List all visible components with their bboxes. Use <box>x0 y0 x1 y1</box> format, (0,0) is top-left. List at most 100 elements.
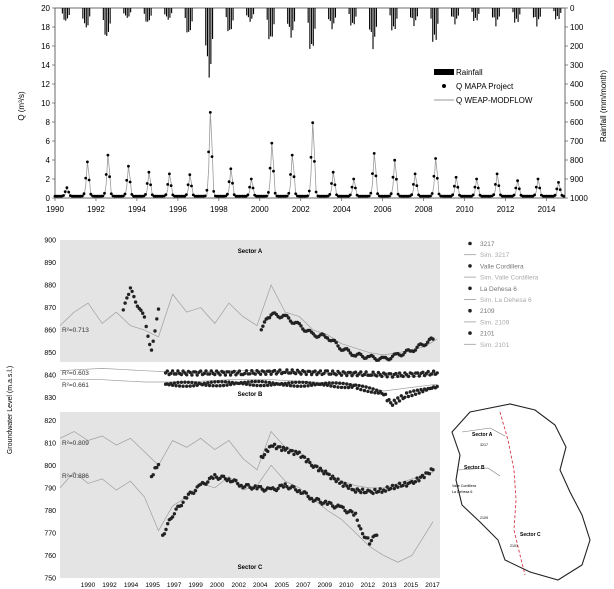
q-mapa-point <box>311 121 315 125</box>
obs-point <box>193 370 198 374</box>
q-mapa-point <box>270 141 274 145</box>
bottom-y-tick-label: 890 <box>44 260 56 267</box>
obs-point <box>322 371 326 376</box>
obs-point <box>287 381 291 385</box>
obs-point <box>431 468 435 472</box>
obs-point <box>185 373 189 377</box>
obs-point <box>281 445 286 450</box>
obs-point <box>375 374 379 378</box>
q-mapa-point <box>453 184 456 188</box>
obs-point <box>206 480 210 484</box>
rainfall-bar <box>148 8 150 21</box>
obs-point <box>211 476 215 480</box>
obs-point <box>383 372 388 376</box>
obs-point <box>176 380 180 385</box>
q-mapa-point <box>388 194 391 198</box>
bottom-x-tick-label: 1992 <box>102 582 117 589</box>
obs-point <box>195 373 199 377</box>
obs-point <box>371 370 375 374</box>
map-label-2109: 2109 <box>480 516 488 520</box>
q-mapa-point <box>292 175 296 179</box>
obs-point <box>146 334 150 338</box>
rainfall-bar <box>268 8 270 40</box>
obs-point <box>221 370 226 375</box>
obs-point <box>125 296 129 300</box>
sector-b-band <box>60 362 440 412</box>
obs-point <box>128 286 133 290</box>
q-mapa-point <box>208 111 212 114</box>
obs-point <box>396 396 400 400</box>
obs-point <box>350 373 354 378</box>
obs-point <box>259 328 263 332</box>
top-ylabel: Q (m³/s) <box>17 91 26 121</box>
obs-point <box>218 373 222 377</box>
obs-point <box>415 371 420 375</box>
obs-point <box>221 474 226 478</box>
q-mapa-point <box>313 160 316 163</box>
obs-point <box>318 466 323 470</box>
rainfall-bar <box>205 8 207 46</box>
q-mapa-point <box>558 188 562 192</box>
obs-point <box>267 380 272 385</box>
obs-point <box>278 445 282 449</box>
obs-point <box>174 384 178 388</box>
q-mapa-point <box>374 174 378 178</box>
obs-point <box>435 384 439 389</box>
sector-c-label: Sector C <box>238 565 263 571</box>
obs-point <box>316 497 321 501</box>
rainfall-bar <box>232 8 234 21</box>
rainfall-bar <box>457 8 459 16</box>
obs-point <box>181 384 185 388</box>
obs-point <box>174 372 178 376</box>
q-mapa-point <box>205 188 209 192</box>
obs-point <box>390 375 395 379</box>
obs-point <box>325 369 330 373</box>
obs-point <box>331 474 335 478</box>
obs-point <box>166 522 170 526</box>
obs-point <box>348 483 352 488</box>
obs-point <box>421 389 425 394</box>
obs-point <box>281 485 286 489</box>
sector-b-label: Sector B <box>238 392 263 398</box>
obs-point <box>304 380 308 385</box>
q-mapa-point <box>309 155 313 159</box>
rainfall-bar <box>107 8 110 32</box>
obs-point <box>302 455 307 459</box>
obs-point <box>169 371 173 376</box>
obs-point <box>412 389 416 393</box>
legend-entry: Valle Cordillera <box>480 263 524 270</box>
rainfall-bar <box>273 8 275 25</box>
rainfall-bar <box>171 8 173 14</box>
bottom-x-tick-label: 1994 <box>124 582 139 589</box>
bottom-y-tick-label: 900 <box>44 238 56 245</box>
obs-point <box>244 369 249 373</box>
q-mapa-point <box>227 180 231 184</box>
obs-point <box>276 486 280 491</box>
obs-point <box>123 301 127 305</box>
bottom-y-tick-label: 790 <box>44 485 56 492</box>
obs-point <box>253 484 257 488</box>
obs-point <box>331 369 335 373</box>
obs-point <box>253 372 257 376</box>
q-mapa-point <box>65 186 69 190</box>
rainfall-bar <box>169 8 171 18</box>
obs-point <box>265 383 270 387</box>
obs-point <box>375 388 379 392</box>
rainfall-bar <box>517 8 519 22</box>
bottom-y-tick-label: 780 <box>44 508 56 515</box>
groundwater-series <box>59 284 439 563</box>
q-mapa-point <box>494 183 497 186</box>
q-mapa-point <box>106 153 110 157</box>
obs-point <box>369 390 374 394</box>
obs-point <box>246 380 250 384</box>
legend-entry: Sim. 3217 <box>480 252 510 259</box>
obs-point <box>177 384 182 388</box>
obs-point <box>148 342 152 347</box>
obs-point <box>121 308 126 312</box>
q-mapa-point <box>555 187 559 191</box>
obs-point <box>192 384 196 388</box>
rainfall-bar <box>314 8 316 29</box>
sim-line <box>59 464 434 563</box>
sector-boundary-a <box>461 427 506 437</box>
q-mapa-point <box>273 191 277 195</box>
